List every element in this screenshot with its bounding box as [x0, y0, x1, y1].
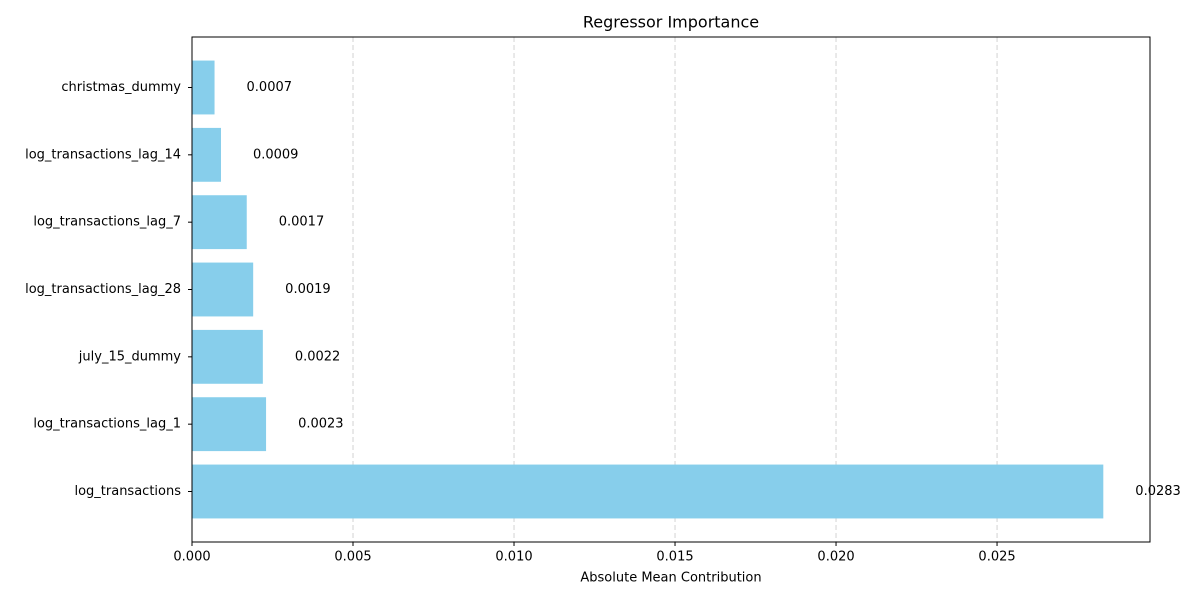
y-tick-label: log_transactions	[74, 484, 181, 499]
y-tick-label: log_transactions_lag_14	[25, 147, 181, 162]
y-tick-label: july_15_dummy	[78, 349, 182, 364]
bar	[192, 329, 263, 384]
y-tick-label: christmas_dummy	[61, 80, 181, 95]
value-label: 0.0023	[298, 417, 344, 432]
value-label: 0.0019	[285, 282, 331, 297]
x-tick-label: 0.015	[656, 550, 693, 565]
bar	[192, 464, 1104, 519]
x-tick-label: 0.010	[495, 550, 532, 565]
x-tick-label: 0.000	[173, 550, 210, 565]
bar	[192, 60, 215, 115]
plot-frame	[191, 36, 1151, 543]
x-axis-label: Absolute Mean Contribution	[580, 571, 761, 586]
bar	[192, 262, 254, 317]
value-label: 0.0283	[1135, 484, 1181, 499]
y-tick-label: log_transactions_lag_7	[33, 215, 181, 230]
x-tick-label: 0.025	[978, 550, 1015, 565]
chart-title: Regressor Importance	[583, 13, 759, 32]
y-tick-label: log_transactions_lag_28	[25, 282, 181, 297]
bar	[192, 195, 247, 250]
bar	[192, 397, 267, 452]
x-tick-label: 0.020	[817, 550, 854, 565]
y-tick-label: log_transactions_lag_1	[33, 417, 181, 432]
value-label: 0.0007	[247, 80, 293, 95]
value-label: 0.0017	[279, 215, 325, 230]
bar	[192, 127, 221, 182]
value-label: 0.0022	[295, 349, 341, 364]
value-label: 0.0009	[253, 147, 299, 162]
x-tick-label: 0.005	[334, 550, 371, 565]
